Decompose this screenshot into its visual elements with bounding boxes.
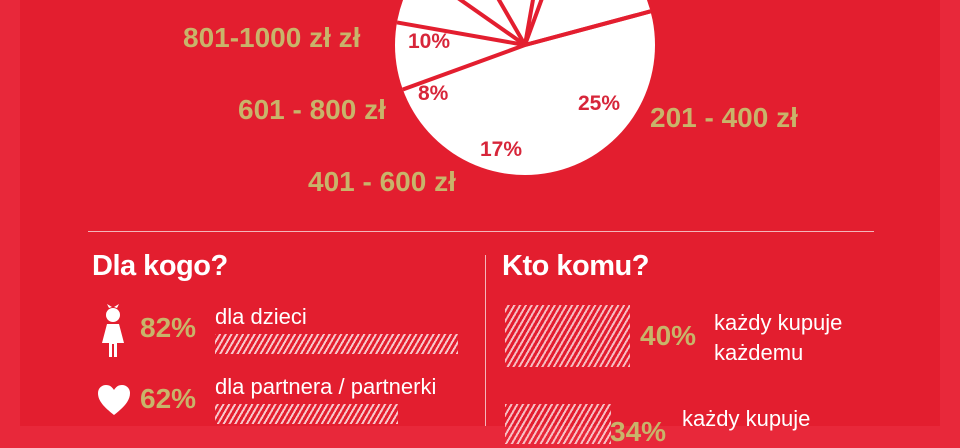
pie-slice-label: 401 - 600 zł bbox=[308, 166, 456, 197]
bar-category-label: dla dzieci bbox=[215, 304, 307, 329]
child-icon bbox=[102, 304, 124, 357]
bar bbox=[215, 404, 398, 424]
pie-chart bbox=[395, 0, 655, 175]
pie-disc bbox=[395, 0, 655, 175]
pie-slice-label: 801-1000 zł zł bbox=[183, 22, 361, 53]
bar-category-label: każdy kupuje każdemu bbox=[714, 310, 843, 365]
bar bbox=[505, 404, 611, 444]
bar bbox=[215, 334, 458, 354]
pie-slice-value: 17% bbox=[480, 138, 523, 161]
pie-slice-separator bbox=[496, 0, 527, 46]
bar-category-label: dla partnera / partnerki bbox=[215, 374, 437, 399]
pie-slice-separator bbox=[402, 43, 526, 92]
pie-slice-separator bbox=[523, 0, 535, 46]
section-title-kto-komu: Kto komu? bbox=[502, 250, 649, 282]
pie-slice-value: 10% bbox=[408, 30, 451, 53]
bar bbox=[505, 305, 630, 367]
pie-slice-value: 25% bbox=[578, 92, 621, 115]
bar-value-label: 62% bbox=[140, 383, 197, 414]
bar-value-label: 40% bbox=[640, 320, 697, 351]
pie-slice-separator bbox=[524, 9, 652, 47]
pie-slice-value: 8% bbox=[418, 82, 449, 105]
bar-value-label: 82% bbox=[140, 312, 197, 343]
bar-value-label: 34% bbox=[610, 416, 667, 447]
pie-slice-separator bbox=[457, 0, 527, 47]
heart-icon bbox=[98, 385, 130, 415]
bar-category-label: każdy kupuje bbox=[682, 406, 811, 431]
horizontal-divider bbox=[88, 231, 874, 232]
pie-slice-separator bbox=[396, 20, 526, 47]
vertical-divider bbox=[485, 255, 486, 426]
pie-slice-separator bbox=[523, 0, 544, 46]
pie-slice-label: 601 - 800 zł bbox=[238, 94, 386, 125]
pie-slice-label: 201 - 400 zł bbox=[650, 102, 798, 133]
section-title-dla-kogo: Dla kogo? bbox=[92, 250, 228, 282]
